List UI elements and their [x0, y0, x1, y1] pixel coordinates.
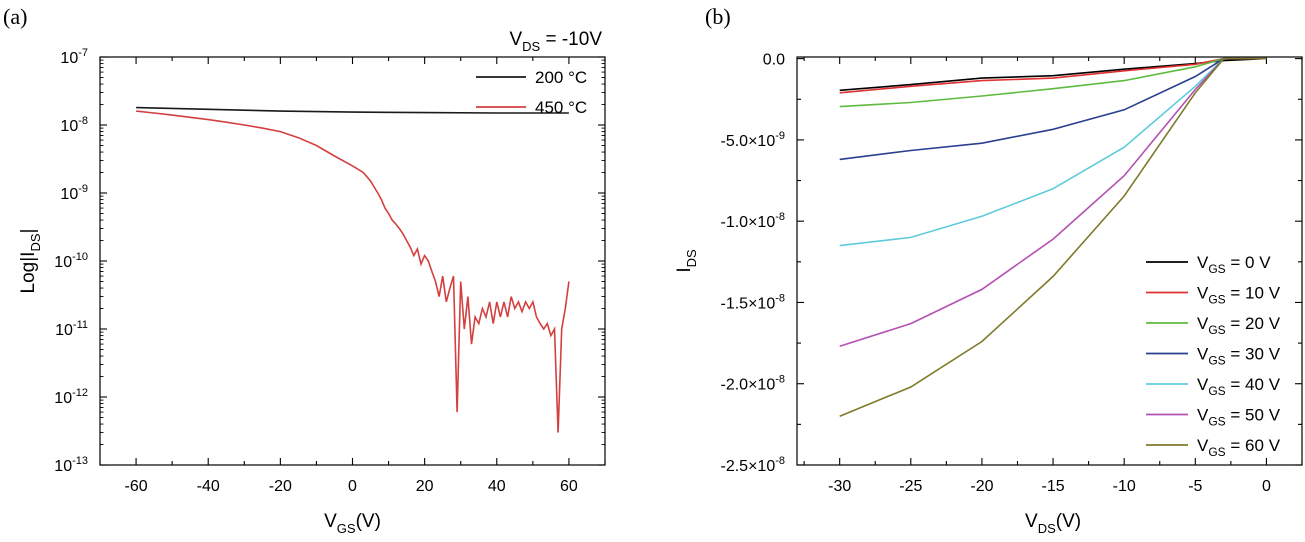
y-axis-label-a: Log|IDS| [18, 229, 43, 294]
x-tick-label-a: 20 [416, 478, 434, 495]
panel-b-label: (b) [705, 4, 731, 29]
x-tick-label-a: 60 [560, 478, 578, 495]
y-tick-label-a: 10-8 [60, 115, 88, 135]
y-tick-label-b: 0.0 [763, 52, 785, 69]
legend-label-b: VGS = 40 V [1197, 375, 1281, 398]
x-tick-label-a: -60 [125, 478, 148, 495]
plot-frame-a [99, 56, 606, 466]
x-tick-label-b: 0 [1262, 478, 1271, 495]
plot-frame-b [796, 56, 1303, 466]
series-line-200c [136, 106, 569, 114]
y-axis-label-b: IDS [674, 249, 699, 273]
x-tick-label-a: 0 [348, 478, 357, 495]
legend-label-b: VGS = 0 V [1197, 253, 1271, 276]
series-line-vgs-20 [839, 57, 1267, 108]
x-tick-label-a: -20 [269, 478, 292, 495]
y-tick-label-b: -2.0×10-8 [721, 374, 786, 394]
legend-label-b: VGS = 50 V [1197, 406, 1281, 429]
y-tick-label-a: 10-9 [60, 183, 88, 203]
y-tick-label-a: 10-10 [54, 251, 88, 271]
x-tick-label-b: -30 [828, 478, 851, 495]
series-line-450c [136, 110, 570, 433]
panel-a-label: (a) [3, 4, 27, 29]
chart-a: -60 -40 -20 0 20 40 60 10-7 10-8 10-9 10-10 10-11 10… [18, 29, 606, 536]
x-tick-label-b: -25 [899, 478, 922, 495]
x-axis-label-a: VGS(V) [324, 511, 381, 536]
legend-label-b: VGS = 20 V [1197, 314, 1281, 337]
chart-b: -30 -25 -20 -15 -10 -5 0 0.0 -5.0×10-9 -1.0×10-8 -… [674, 52, 1303, 536]
y-tick-label-b: -1.5×10-8 [721, 292, 786, 312]
legend-label-a: 200 °C [535, 68, 587, 87]
y-tick-label-a: 10-11 [55, 319, 88, 339]
x-tick-label-a: -40 [197, 478, 220, 495]
legend-label-a: 450 °C [535, 98, 587, 117]
x-tick-label-b: -5 [1188, 478, 1202, 495]
x-tick-label-a: 40 [488, 478, 506, 495]
x-tick-label-b: -20 [970, 478, 993, 495]
legend-label-b: VGS = 60 V [1197, 436, 1281, 459]
y-tick-label-a: 10-13 [54, 455, 88, 475]
annotation-vds: VDS = -10V [509, 29, 602, 54]
y-tick-label-a: 10-7 [60, 47, 88, 67]
y-tick-label-b: -2.5×10-8 [721, 455, 786, 475]
y-tick-label-a: 10-12 [54, 387, 88, 407]
legend-label-b: VGS = 10 V [1197, 284, 1281, 307]
legend-label-b: VGS = 30 V [1197, 345, 1281, 368]
x-tick-label-b: -10 [1113, 478, 1136, 495]
series-line-vgs-30 [839, 57, 1267, 161]
x-tick-label-b: -15 [1041, 478, 1064, 495]
series-line-vgs-50 [839, 57, 1267, 348]
y-tick-label-b: -5.0×10-9 [721, 130, 786, 150]
x-axis-label-b: VDS(V) [1025, 511, 1081, 536]
y-tick-label-b: -1.0×10-8 [721, 211, 786, 231]
series-line-vgs-60 [839, 57, 1267, 417]
